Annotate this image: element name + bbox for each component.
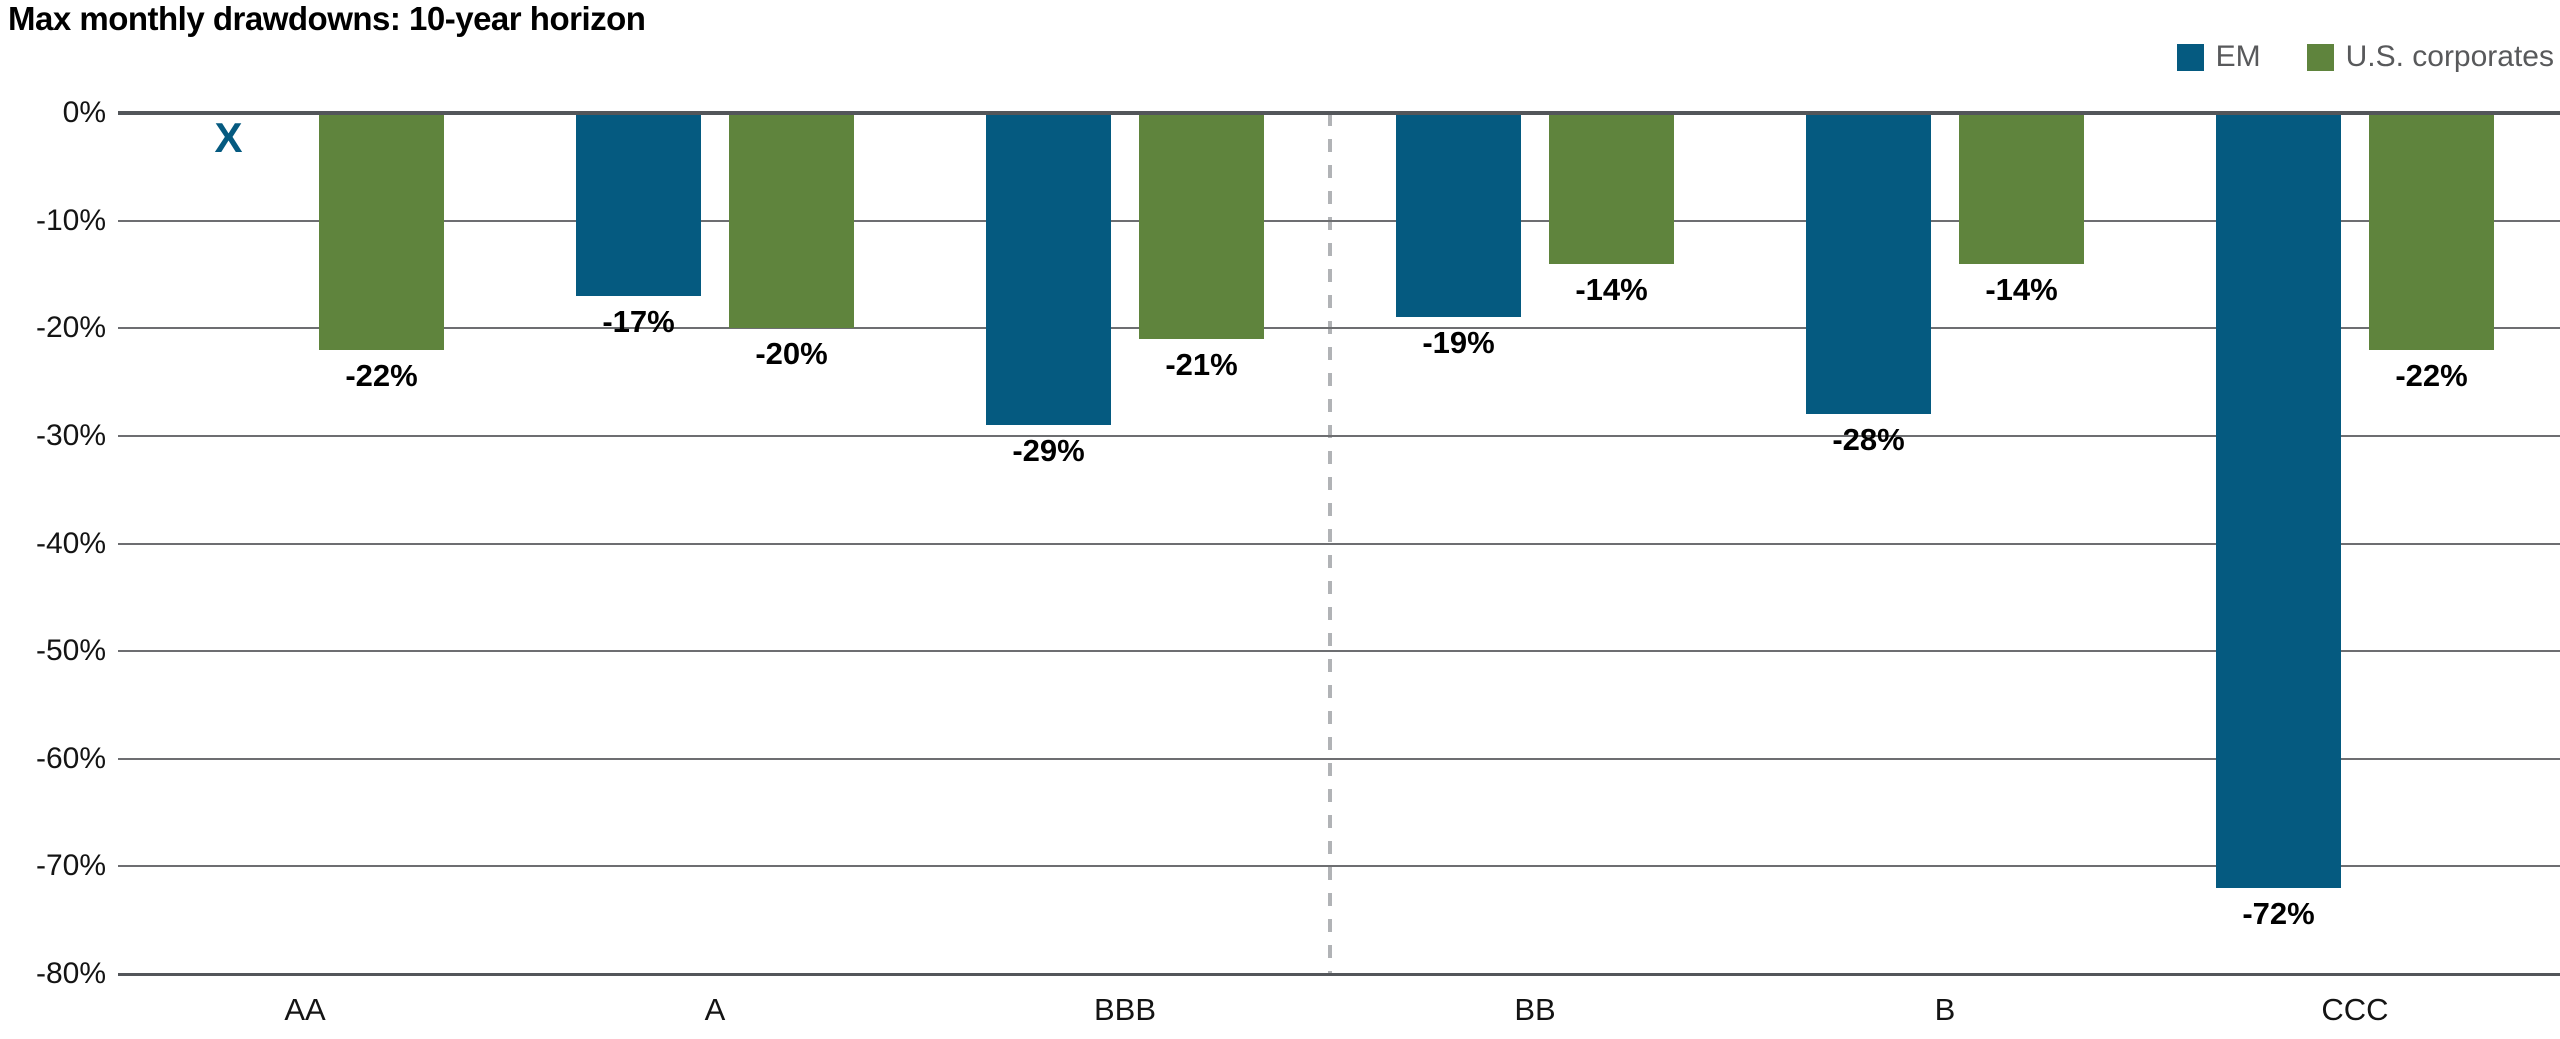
bar-u-s-corporates-BBB (1139, 113, 1264, 339)
ytick-label--70: -70% (35, 849, 106, 883)
gridline--50 (118, 650, 2560, 653)
gridline--60 (118, 757, 2560, 760)
gridline--70 (118, 865, 2560, 868)
x-label-BBB: BBB (1093, 992, 1157, 1027)
ytick-label--60: -60% (35, 741, 106, 775)
value-label-u-s-corporates-B: -14% (1985, 271, 2058, 307)
legend-label-em: EM (2215, 40, 2261, 73)
legend-swatch-us-corporates (2306, 43, 2334, 71)
value-label-em-A: -17% (602, 303, 675, 339)
bar-u-s-corporates-CCC (2369, 113, 2494, 350)
value-label-em-BB: -19% (1422, 325, 1495, 361)
x-label-BB: BB (1514, 992, 1556, 1027)
chart-title: Max monthly drawdowns: 10-year horizon (8, 0, 646, 37)
legend-item-us-corporates: U.S. corporates (2306, 40, 2554, 74)
gridline--80 (118, 973, 2560, 976)
ytick-label--30: -30% (35, 418, 106, 452)
zero-axis-line (118, 111, 2560, 115)
value-label-em-B: -28% (1832, 422, 1905, 458)
x-label-A: A (704, 992, 726, 1027)
value-label-em-BBB: -29% (1012, 433, 1085, 469)
ytick-label--10: -10% (35, 203, 106, 237)
ytick-label--50: -50% (35, 634, 106, 668)
ytick-label--20: -20% (35, 311, 106, 345)
legend-label-us-corporates: U.S. corporates (2345, 40, 2554, 73)
value-label-u-s-corporates-BBB: -21% (1165, 347, 1238, 382)
legend-item-em: EM (2176, 40, 2261, 74)
bar-u-s-corporates-AA (319, 113, 444, 350)
x-label-B: B (1934, 992, 1956, 1027)
value-label-u-s-corporates-A: -20% (755, 336, 828, 372)
ytick-label--40: -40% (35, 526, 106, 560)
value-label-em-CCC: -72% (2242, 895, 2315, 931)
value-label-u-s-corporates-CCC: -22% (2395, 357, 2468, 393)
gridline--30 (118, 434, 2560, 437)
value-label-u-s-corporates-AA: -22% (345, 357, 418, 393)
bar-u-s-corporates-A (729, 113, 854, 329)
missing-marker-em-AA: X (214, 114, 243, 161)
x-label-AA: AA (284, 992, 326, 1027)
bar-u-s-corporates-B (1959, 113, 2084, 264)
ytick-label--80: -80% (35, 957, 106, 990)
ytick-label-0: 0% (62, 96, 106, 129)
bar-em-A (576, 113, 701, 296)
gridline--10 (118, 219, 2560, 222)
bar-u-s-corporates-BB (1549, 113, 1674, 264)
x-label-CCC: CCC (2321, 992, 2389, 1027)
bar-em-BBB (986, 113, 1111, 426)
value-label-u-s-corporates-BB: -14% (1575, 271, 1648, 307)
bar-em-CCC (2216, 113, 2341, 888)
legend: EM U.S. corporates (2176, 40, 2554, 74)
gridline--40 (118, 542, 2560, 545)
legend-swatch-em (2176, 43, 2204, 71)
gridline--20 (118, 327, 2560, 330)
bar-em-BB (1396, 113, 1521, 318)
bar-em-B (1806, 113, 1931, 415)
